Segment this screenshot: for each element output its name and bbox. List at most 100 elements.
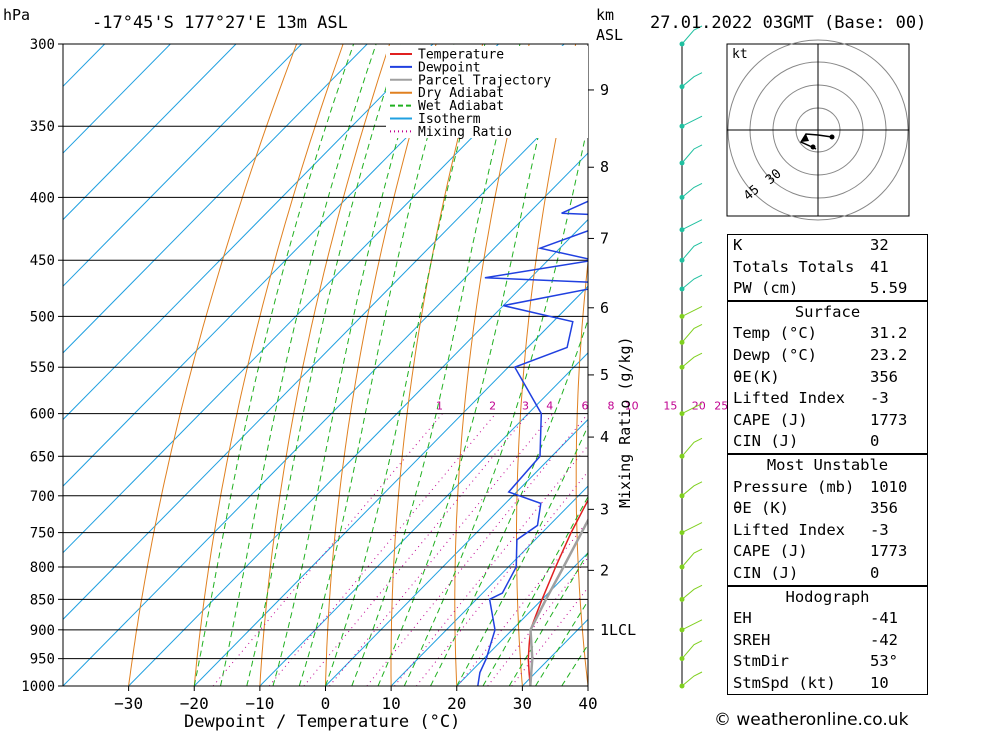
legend-label: Dry Adiabat bbox=[418, 86, 504, 101]
pressure-tick-label: 900 bbox=[30, 623, 55, 639]
mixing-ratio-label: 25 bbox=[714, 400, 728, 413]
mixing-ratio-label: 4 bbox=[546, 400, 553, 413]
stat-row: CAPE (J) 1773 bbox=[728, 410, 927, 432]
isotherm-line bbox=[63, 44, 499, 487]
km-tick-label: 7 bbox=[600, 229, 609, 247]
stat-label: StmSpd (kt) bbox=[733, 673, 836, 692]
legend-label: Wet Adiabat bbox=[418, 99, 504, 114]
surface-box: Surface Temp (°C) 31.2 Dewp (°C) 23.2 θE(K) 3… bbox=[727, 300, 928, 454]
stat-value: 1773 bbox=[870, 542, 908, 561]
dry-adiabat-line bbox=[947, 44, 1000, 686]
stat-row: StmDir 53° bbox=[728, 651, 927, 673]
mixing-ratio-label: 8 bbox=[607, 400, 614, 413]
pressure-tick-label: 800 bbox=[30, 560, 55, 576]
stat-value: 1010 bbox=[870, 477, 908, 496]
most-unstable-box: Most Unstable Pressure (mb) 1010 θE (K) 356… bbox=[727, 453, 928, 586]
stat-value: -3 bbox=[870, 389, 889, 408]
hodograph-title: Hodograph bbox=[785, 587, 870, 606]
km-tick-label: 6 bbox=[600, 299, 609, 317]
isotherm-line bbox=[63, 44, 434, 421]
wind-barb bbox=[681, 274, 703, 290]
stat-value: 31.2 bbox=[870, 324, 908, 343]
mixing-ratio-label: 10 bbox=[625, 400, 639, 413]
wind-barb bbox=[681, 437, 703, 457]
stat-row: Temp (°C) 31.2 bbox=[728, 323, 927, 345]
isotherm-line bbox=[325, 418, 588, 686]
km-tick-label: 3 bbox=[600, 500, 609, 518]
stat-value: 32 bbox=[870, 236, 889, 254]
wind-barb bbox=[681, 241, 703, 261]
isotherm-line bbox=[456, 552, 588, 686]
stat-value: 53° bbox=[870, 652, 898, 671]
isotherm-line bbox=[63, 44, 237, 221]
dry-adiabat-line bbox=[454, 44, 530, 686]
km-tick-label: 1LCL bbox=[600, 621, 636, 639]
pressure-tick-label: 700 bbox=[30, 489, 55, 505]
wind-barb bbox=[681, 403, 703, 415]
pressure-tick-label: 650 bbox=[30, 449, 55, 465]
wet-adiabat-line bbox=[325, 44, 486, 686]
wet-adiabat-line bbox=[220, 44, 377, 686]
isotherm-line bbox=[63, 44, 171, 154]
footer-credit[interactable]: © weatheronline.co.uk bbox=[714, 710, 909, 730]
stat-value: 356 bbox=[870, 367, 898, 386]
pressure-tick-label: 750 bbox=[30, 526, 55, 542]
stat-row: Pressure (mb) 1010 bbox=[728, 477, 927, 499]
pressure-tick-label: 300 bbox=[30, 37, 55, 53]
pressure-tick-label: 850 bbox=[30, 592, 55, 608]
wet-adiabat-line bbox=[456, 424, 588, 686]
stat-label: K bbox=[733, 236, 743, 254]
dry-adiabat-line bbox=[994, 44, 1000, 686]
stat-value: 10 bbox=[870, 673, 889, 692]
stat-label: Lifted Index bbox=[733, 520, 845, 539]
stat-value: -3 bbox=[870, 520, 889, 539]
pressure-tick-label: 450 bbox=[30, 253, 55, 269]
most-unstable-title: Most Unstable bbox=[766, 455, 889, 474]
mixing-ratio-line bbox=[303, 413, 529, 686]
km-tick-label: 5 bbox=[600, 366, 609, 384]
stat-label: Temp (°C) bbox=[733, 324, 817, 343]
stat-row: StmSpd (kt) 10 bbox=[728, 673, 927, 695]
pressure-tick-label: 1000 bbox=[21, 679, 55, 695]
stat-row: Lifted Index -3 bbox=[728, 520, 927, 542]
stats-panel: K 32 Totals Totals 41 PW (cm) 5.59 Surface Te… bbox=[727, 234, 928, 696]
km-tick-label: 2 bbox=[600, 561, 609, 579]
dry-adiabat-line bbox=[128, 44, 298, 686]
series-parcel-trajectory bbox=[529, 517, 588, 686]
stat-row: CIN (J) 0 bbox=[728, 563, 927, 585]
temp-tick-label: −30 bbox=[114, 694, 143, 713]
stat-label: θE (K) bbox=[733, 499, 789, 518]
wet-adiabat-line bbox=[403, 122, 588, 686]
stat-label: Lifted Index bbox=[733, 389, 845, 408]
stat-label: CIN (J) bbox=[733, 432, 799, 451]
stat-row: CAPE (J) 1773 bbox=[728, 541, 927, 563]
wind-profile bbox=[679, 25, 703, 689]
stat-label: Dewp (°C) bbox=[733, 345, 817, 364]
stat-row: Lifted Index -3 bbox=[728, 388, 927, 410]
wet-adiabat-line bbox=[246, 44, 401, 686]
mixing-ratio-label: 15 bbox=[663, 400, 677, 413]
stat-value: 5.59 bbox=[870, 279, 908, 298]
legend-label: Mixing Ratio bbox=[418, 125, 512, 140]
dry-adiabat-line bbox=[325, 44, 437, 686]
temp-tick-label: −10 bbox=[245, 694, 274, 713]
pressure-tick-label: 550 bbox=[30, 360, 55, 376]
isotherm-line bbox=[128, 218, 588, 686]
km-tick-label: 8 bbox=[600, 158, 609, 176]
stat-value: 356 bbox=[870, 499, 898, 518]
mixing-ratio-line bbox=[394, 444, 588, 686]
mixing-ratio-line bbox=[268, 413, 497, 686]
stat-value: 0 bbox=[870, 563, 880, 582]
surface-title: Surface bbox=[794, 302, 861, 321]
wind-barb bbox=[681, 25, 703, 45]
stat-row: θE (K) 356 bbox=[728, 498, 927, 520]
stat-label: Pressure (mb) bbox=[733, 477, 855, 496]
wind-barb bbox=[681, 671, 703, 687]
series-dewpoint bbox=[477, 200, 588, 686]
km-tick-label: 9 bbox=[600, 81, 609, 99]
mixing-ratio-labels: 1 2 3 4 6 8 10 15 20 25 bbox=[436, 400, 728, 413]
wind-barb bbox=[681, 481, 703, 497]
